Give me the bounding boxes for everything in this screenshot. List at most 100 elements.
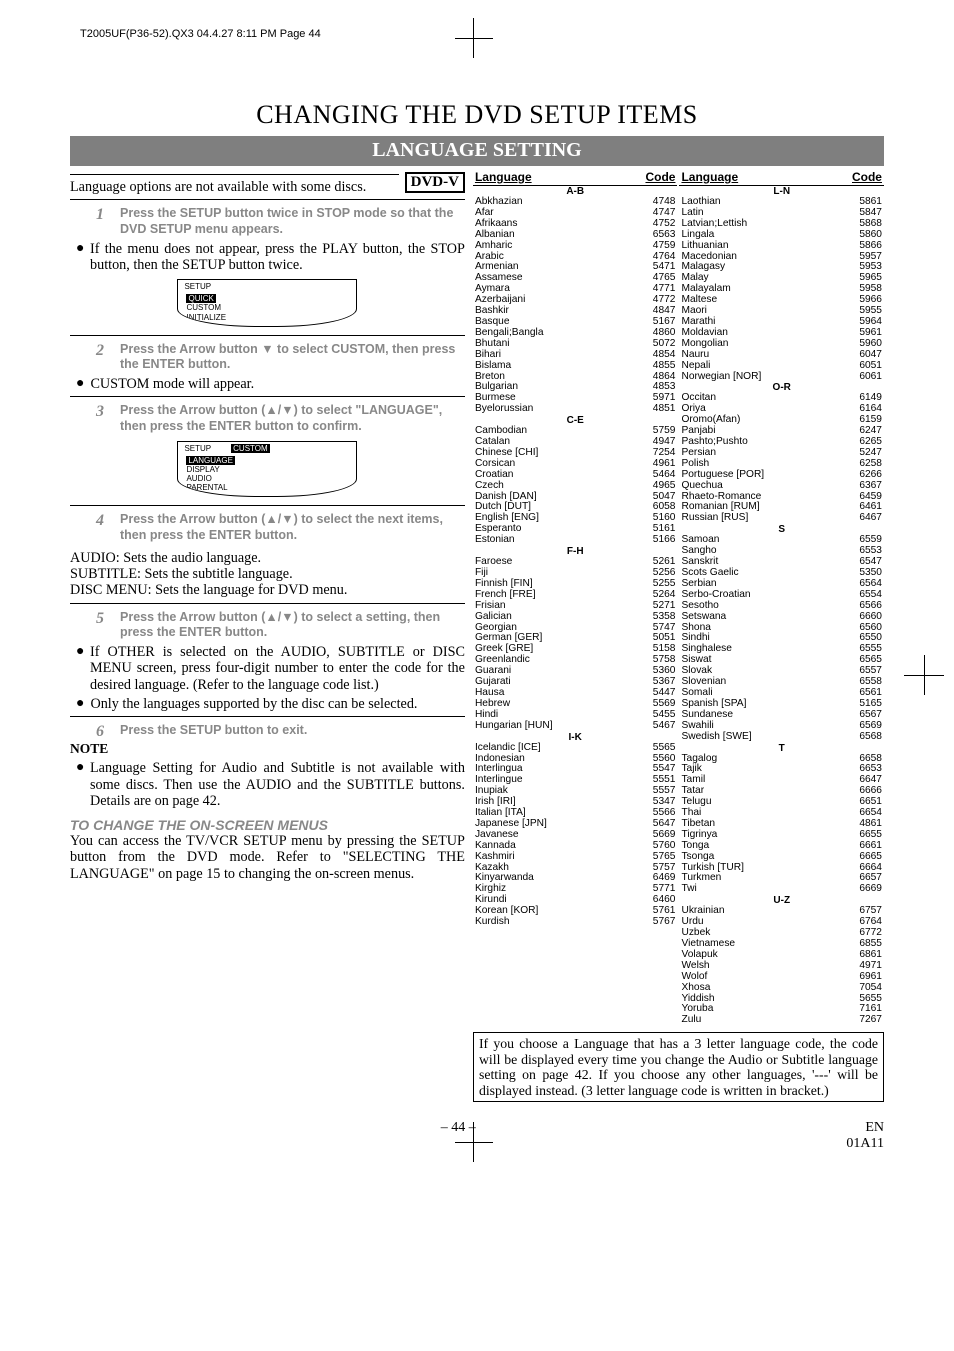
lang-list: Samoan6559Sangho6553Sanskrit6547Scots Ga… [679,535,884,742]
setup-item: LANGUAGE [184,456,350,465]
lang-row: Tagalog6658 [679,754,884,765]
lang-code: 5166 [653,535,676,546]
step-number: 3 [96,403,110,421]
setup-menu-box-1: SETUP QUICKCUSTOMINITIALIZE [177,279,357,327]
setup-item: DISPLAY [184,465,350,474]
lang-name: Swahili [681,721,713,732]
setup-item: AUDIO [184,474,350,483]
lang-code: 5565 [653,743,676,754]
lang-row: Norwegian [NOR]6061 [679,372,884,383]
lang-header-right: Language Code [679,170,884,186]
lang-name: Bihari [475,350,501,361]
lang-code: 6566 [859,601,882,612]
lang-name: Frisian [475,601,506,612]
bullet-dot: ● [76,644,84,693]
lang-code: 6569 [859,721,882,732]
lang-row: Sesotho6566 [679,601,884,612]
lang-code: 6961 [859,972,882,983]
lang-row: Shona6560 [679,623,884,634]
lang-row: Setswana6660 [679,612,884,623]
lang-row: Swedish [SWE]6568 [679,732,884,743]
lang-code: 6467 [859,513,882,524]
header-code: Code [852,170,882,184]
step-text: Press the Arrow button ▼ to select CUSTO… [120,342,465,373]
subhead-body: You can access the TV/VCR SETUP menu by … [70,833,465,882]
lang-list: Laothian5861Latin5847Latvian;Lettish5868… [679,197,884,382]
lang-list: Cambodian5759Catalan4947Chinese [CHI]725… [473,426,678,546]
lang-code: 6568 [859,732,882,743]
lang-row: Tamil6647 [679,775,884,786]
lang-name: Quechua [681,481,722,492]
step-number: 1 [96,206,110,224]
lang-row: Bhutani5072 [473,339,678,350]
registration-mark-top [455,28,495,68]
bullet-dot: ● [76,696,84,712]
lang-name: Icelandic [ICE] [475,743,541,754]
language-code-table: Language Code A-BAbkhazian4748Afar4747Af… [473,170,884,1026]
lang-row: Welsh4971 [679,961,884,972]
lang-list: Faroese5261Fiji5256Finnish [FIN]5255Fren… [473,557,678,732]
lang-code: 5271 [653,601,676,612]
lang-row: Estonian 5166 [473,535,678,546]
disc-def: DISC MENU: Sets the language for DVD men… [70,582,465,598]
bullet-5a: ● If OTHER is selected on the AUDIO, SUB… [76,644,465,693]
setup-item: CUSTOM [184,303,350,312]
lang-row: Tigrinya6655 [679,830,884,841]
bullet-dot: ● [76,760,84,809]
lang-code: 5860 [859,230,882,241]
print-header: T2005UF(P36-52).QX3 04.4.27 8:11 PM Page… [80,28,321,40]
lang-name: Zulu [681,1015,701,1026]
lang-code: 7054 [859,983,882,994]
lang-row: Russian [RUS] 6467 [679,513,884,524]
header-language: Language [475,170,532,184]
note-label: NOTE [70,741,465,757]
registration-mark-bottom [455,1122,495,1162]
setup-header: SETUP [178,280,356,293]
bullet-dot: ● [76,376,84,392]
bullet-text: CUSTOM mode will appear. [90,376,254,392]
lang-name: Albanian [475,230,515,241]
lang-name: Russian [RUS] [681,513,748,524]
lang-code: 4855 [653,361,676,372]
lang-row: Quechua6367 [679,481,884,492]
lang-row: Icelandic [ICE] 5565 [473,743,678,754]
lang-row: Galician5358 [473,612,678,623]
lang-row: Xhosa7054 [679,983,884,994]
lang-code: 4965 [653,481,676,492]
subtitle-def: SUBTITLE: Sets the subtitle language. [70,566,465,582]
setup-item-highlighted: LANGUAGE [186,456,234,465]
lang-name: Byelorussian [475,404,533,415]
lang-row: Persian5247 [679,448,884,459]
lang-row: Amharic4759 [473,241,678,252]
lang-code: 7267 [859,1015,882,1026]
setup-item: QUICK [184,294,350,303]
lang-row: Yoruba7161 [679,1004,884,1015]
lang-list: Ukrainian6757Urdu6764Uzbek6772Vietnamese… [679,906,884,1026]
lang-list: Abkhazian4748Afar4747Afrikaans4752Albani… [473,197,678,415]
bullet-text: If the menu does not appear, press the P… [90,241,465,274]
lang-row: Malagasy5953 [679,262,884,273]
lang-name: Tsonga [681,852,714,863]
step-text: Press the Arrow button (▲/▼) to select t… [120,512,465,543]
lang-name: Amharic [475,241,512,252]
step-1: 1 Press the SETUP button twice in STOP m… [96,206,465,237]
lang-row: Volapuk6861 [679,950,884,961]
audio-def: AUDIO: Sets the audio language. [70,550,465,566]
lang-row: Telugu6651 [679,797,884,808]
header-language: Language [681,170,738,184]
lang-row: Nepali6051 [679,361,884,372]
lang-row: Bihari4854 [473,350,678,361]
lang-name: Estonian [475,535,515,546]
bullet-5b: ● Only the languages supported by the di… [76,696,465,712]
lang-row: Zulu 7267 [679,1015,884,1026]
lang-name: Wolof [681,972,707,983]
lang-name: Twi [681,884,696,895]
setup-header-left: SETUP [184,444,211,453]
lang-name: Galician [475,612,512,623]
lang-header-left: Language Code [473,170,678,186]
note-bullet: ● Language Setting for Audio and Subtitl… [76,760,465,809]
lang-code: 5767 [653,917,676,928]
lang-section-letter: T [679,743,884,754]
lang-row: Occitan6149 [679,393,884,404]
lang-row: Swahili 6569 [679,721,884,732]
